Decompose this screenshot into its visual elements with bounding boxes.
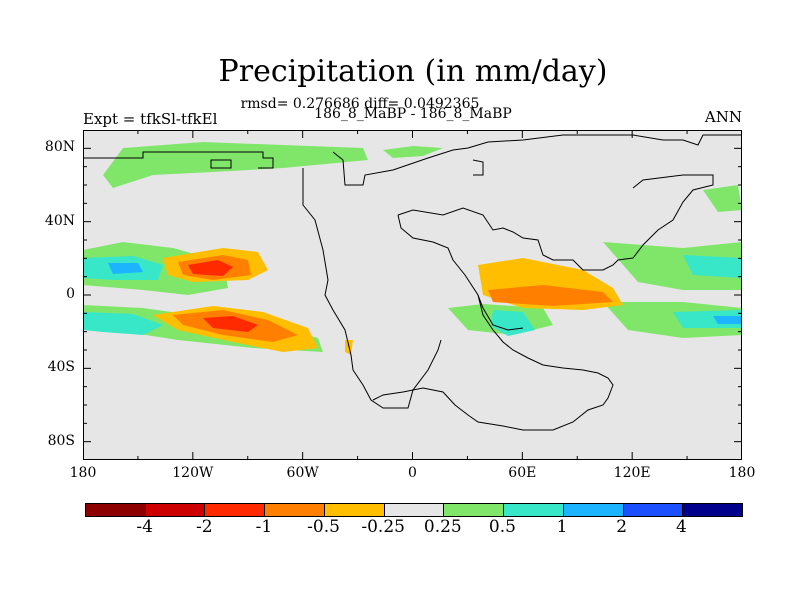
experiment-label: Expt = tfkSl-tfkEl	[83, 110, 218, 128]
x-tick-label: 0	[408, 465, 417, 481]
x-tick-label: 180	[728, 465, 756, 481]
coastline	[397, 174, 714, 271]
anomaly-region	[203, 316, 258, 332]
colorbar-box	[683, 504, 743, 516]
coastline	[210, 159, 232, 169]
colorbar-box	[504, 504, 564, 516]
stats-line: rmsd= 0.276686 diff= 0.0492365	[240, 96, 480, 112]
colorbar-label: -1	[255, 517, 273, 537]
anomaly-region	[703, 185, 742, 212]
colorbar-label: 4	[675, 517, 687, 537]
x-tick-label: 120E	[613, 465, 651, 481]
y-tick-label: 40S	[47, 359, 75, 376]
colorbar-label: -0.25	[361, 517, 405, 537]
anomaly-region	[488, 285, 613, 306]
colorbar-box	[563, 504, 624, 516]
colorbar-label: 0.5	[488, 517, 516, 537]
season-label: ANN	[704, 108, 742, 126]
anomaly-region	[683, 255, 742, 278]
x-tick-label: 60W	[286, 465, 319, 481]
colorbar-box	[265, 504, 325, 516]
anomaly-region	[108, 263, 143, 274]
colorbar-box	[205, 504, 266, 516]
y-tick-label: 40N	[44, 212, 75, 229]
anomaly-region	[713, 316, 742, 324]
anomaly-region	[491, 310, 535, 336]
map-svg	[82, 129, 743, 461]
chart-title: Precipitation (in mm/day)	[218, 54, 608, 89]
colorbar	[85, 503, 743, 517]
anomaly-region	[188, 260, 233, 276]
colorbar-box	[324, 504, 385, 516]
colorbar-box	[623, 504, 684, 516]
colorbar-label: -4	[136, 517, 153, 537]
colorbar-box	[444, 504, 505, 516]
anomaly-fills	[83, 142, 742, 355]
y-tick-label: 80S	[47, 432, 75, 449]
colorbar-label: -0.5	[307, 517, 340, 537]
y-tick-label: 80N	[44, 139, 75, 156]
x-tick-label: 120W	[172, 465, 214, 481]
colorbar-box	[86, 504, 146, 516]
coastline	[302, 168, 442, 409]
colorbar-label: -2	[195, 517, 213, 537]
anomaly-region	[83, 312, 163, 335]
coastlines	[83, 134, 742, 431]
coastline	[332, 134, 742, 186]
x-tick-label: 180	[69, 465, 97, 481]
coastline	[83, 151, 274, 169]
colorbar-label: 1	[556, 517, 568, 537]
y-tick-label: 0	[66, 286, 75, 302]
colorbar-label: 0.25	[423, 517, 462, 537]
chart-subtitle: 186_8_MaBP - 186_8_MaBP	[314, 106, 512, 122]
anomaly-region	[603, 242, 742, 290]
map-plot-area	[82, 129, 743, 461]
x-tick-label: 60E	[508, 465, 537, 481]
anomaly-region	[603, 302, 742, 338]
anomaly-region	[103, 142, 368, 188]
colorbar-box	[145, 504, 206, 516]
coastline	[372, 214, 614, 431]
colorbar-box	[384, 504, 445, 516]
coastline	[477, 294, 524, 331]
coastline	[472, 159, 484, 176]
anomaly-region	[383, 146, 443, 158]
colorbar-label: 2	[616, 517, 628, 537]
